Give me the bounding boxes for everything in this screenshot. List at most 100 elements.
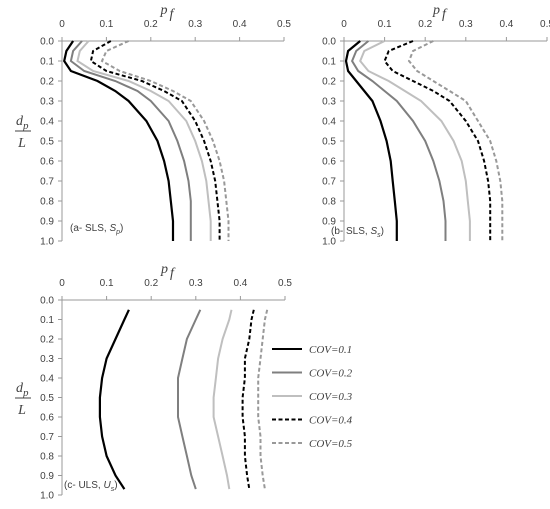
- annotation-var: S: [370, 226, 377, 237]
- series-line: [359, 40, 471, 241]
- x-tick-label: 0.5: [277, 19, 291, 30]
- y-axis-label: dp: [16, 381, 29, 399]
- y-tick-label: 0.3: [40, 97, 54, 108]
- x-tick-label: 0: [59, 19, 65, 30]
- annotation-text: (a- SLS,: [70, 223, 109, 234]
- y-tick-label: 1.0: [40, 491, 54, 502]
- y-axis-label-den: L: [17, 136, 26, 151]
- annotation-var: U: [103, 480, 111, 491]
- y-tick-label: 0.7: [40, 432, 54, 443]
- y-tick-label: 0.9: [40, 217, 54, 228]
- legend-label: COV=0.4: [309, 415, 353, 427]
- y-tick-label: 0.5: [40, 137, 54, 148]
- annotation-end: ): [114, 480, 117, 491]
- series-line: [76, 40, 212, 241]
- y-axis-label-num: d: [16, 381, 24, 396]
- y-axis-label-num: d: [16, 114, 24, 129]
- series-line: [257, 309, 269, 490]
- y-tick-label: 0.1: [322, 57, 336, 68]
- x-tick-label: 0.3: [188, 19, 202, 30]
- legend-label: COV=0.2: [309, 368, 353, 380]
- y-tick-label: 0.0: [40, 296, 54, 307]
- x-tick-label: 0.4: [499, 19, 513, 30]
- y-tick-label: 0.8: [40, 197, 54, 208]
- x-axis-label-main: p: [160, 3, 168, 18]
- y-tick-label: 0.2: [322, 77, 336, 88]
- x-axis-label-sub: f: [442, 7, 448, 22]
- series-line: [98, 309, 130, 490]
- series-line: [63, 40, 175, 241]
- y-tick-label: 0.9: [40, 471, 54, 482]
- x-tick-label: 0: [59, 278, 65, 289]
- x-tick-label: 0.5: [278, 278, 292, 289]
- annotation-end: ): [120, 223, 123, 234]
- y-axis-label-num-sub: p: [22, 120, 29, 132]
- y-tick-label: 0.4: [40, 117, 54, 128]
- y-tick-label: 0.2: [40, 77, 54, 88]
- series-line: [69, 40, 192, 241]
- y-tick-label: 0.5: [322, 137, 336, 148]
- y-tick-label: 0.2: [40, 335, 54, 346]
- series-line: [212, 309, 233, 490]
- y-tick-label: 0.4: [322, 117, 336, 128]
- y-tick-label: 0.1: [40, 315, 54, 326]
- y-tick-label: 0.3: [322, 97, 336, 108]
- panel: 0 0.1 0.2 0.3 0.4 0.5 0.0 0.1 0.2 0.3 0.4 0.5 0.6 0.7…: [15, 3, 291, 248]
- panel: 0 0.1 0.2 0.3 0.4 0.5 0.0 0.1 0.2 0.3 0.4 0.5 0.6 0.7…: [15, 262, 353, 502]
- legend-label: COV=0.3: [309, 391, 353, 403]
- series-line: [350, 40, 447, 241]
- panel: 0 0.1 0.2 0.3 0.4 0.5 0.0 0.1 0.2 0.3 0.4 0.5 0.6 0.7…: [322, 3, 550, 248]
- y-tick-label: 1.0: [40, 237, 54, 248]
- x-tick-label: 0.2: [144, 278, 158, 289]
- y-tick-label: 0.3: [40, 354, 54, 365]
- y-axis-label: dp: [16, 114, 29, 132]
- x-tick-label: 0.2: [418, 19, 432, 30]
- y-tick-label: 0.0: [40, 37, 54, 48]
- y-tick-label: 0.1: [40, 57, 54, 68]
- x-axis-label-main: p: [432, 3, 440, 18]
- series-line: [344, 40, 398, 241]
- x-tick-label: 0.3: [459, 19, 473, 30]
- x-tick-label: 0.3: [189, 278, 203, 289]
- y-tick-label: 0.5: [40, 393, 54, 404]
- y-tick-label: 0.4: [40, 374, 54, 385]
- annotation-end: ): [381, 226, 384, 237]
- panel-annotation: (a- SLS, Sp): [70, 223, 123, 236]
- y-tick-label: 0.9: [322, 217, 336, 228]
- x-axis-label-main: p: [160, 262, 168, 277]
- y-tick-label: 0.7: [40, 177, 54, 188]
- y-axis-label-num-sub: p: [22, 387, 29, 399]
- annotation-sub: s: [377, 232, 381, 239]
- annotation-sub: s: [111, 486, 115, 493]
- annotation-text: (c- ULS,: [64, 480, 103, 491]
- series-line: [177, 309, 202, 490]
- y-tick-label: 0.0: [322, 37, 336, 48]
- y-axis-label-den: L: [17, 403, 26, 418]
- y-tick-label: 0.6: [322, 157, 336, 168]
- x-axis-label-sub: f: [170, 7, 176, 22]
- x-tick-label: 0.1: [99, 19, 113, 30]
- y-tick-label: 1.0: [322, 237, 336, 248]
- y-tick-label: 0.8: [322, 197, 336, 208]
- y-tick-label: 0.8: [40, 452, 54, 463]
- y-tick-label: 0.6: [40, 413, 54, 424]
- legend-label: COV=0.1: [309, 344, 352, 356]
- annotation-sub: p: [115, 229, 120, 236]
- x-tick-label: 0.5: [540, 19, 550, 30]
- x-tick-label: 0.4: [233, 19, 247, 30]
- y-tick-label: 0.7: [322, 177, 336, 188]
- x-tick-label: 0.1: [100, 278, 114, 289]
- legend-label: COV=0.5: [309, 438, 353, 450]
- series-line: [383, 40, 492, 241]
- x-tick-label: 0.4: [233, 278, 247, 289]
- annotation-var: S: [109, 223, 116, 234]
- annotation-text: (b- SLS,: [331, 226, 370, 237]
- series-line: [100, 40, 230, 241]
- series-line: [241, 309, 255, 490]
- panel-annotation: (c- ULS, Us): [64, 480, 118, 493]
- panel-annotation: (b- SLS, Ss): [331, 226, 384, 239]
